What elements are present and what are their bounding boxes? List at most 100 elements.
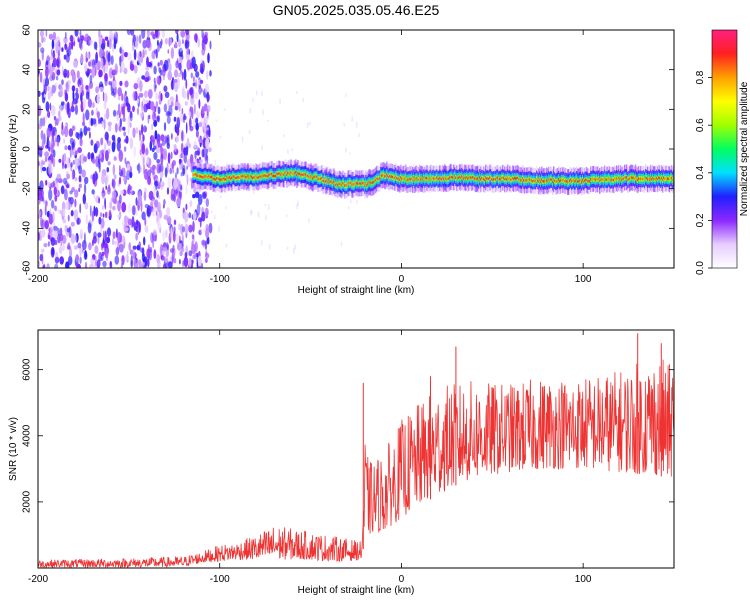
heatmap-cell xyxy=(151,123,154,131)
heatmap-cell xyxy=(151,209,157,217)
heatmap-cell xyxy=(118,95,121,101)
heatmap-ridge-cell xyxy=(195,172,197,176)
heatmap-cell xyxy=(186,174,189,186)
heatmap-ridge-cell xyxy=(226,175,228,178)
heatmap-cell xyxy=(123,146,127,152)
heatmap-ridge-cell xyxy=(407,178,409,181)
heatmap-ridge-cell xyxy=(454,174,456,177)
heatmap-ridge-cell xyxy=(347,182,349,185)
heatmap-cell xyxy=(165,110,171,117)
heatmap-cell xyxy=(100,223,103,234)
heatmap-cell xyxy=(194,191,200,199)
heatmap-cell xyxy=(211,210,213,214)
heatmap-cell xyxy=(173,257,177,264)
spectrogram-y-tick-label: -20 xyxy=(22,181,33,196)
heatmap-ridge-cell xyxy=(499,177,501,181)
heatmap-ridge-cell xyxy=(542,179,544,183)
heatmap-cell xyxy=(85,109,90,121)
spectrogram-y-tick-label: 20 xyxy=(22,103,33,115)
heatmap-cell xyxy=(126,251,129,261)
heatmap-ridge-cell xyxy=(245,176,247,179)
heatmap-cell xyxy=(93,231,97,240)
heatmap-cell xyxy=(129,63,135,71)
heatmap-ridge-cell xyxy=(330,180,332,183)
heatmap-cell xyxy=(89,117,92,127)
heatmap-cell xyxy=(74,164,78,171)
heatmap-ridge-cell xyxy=(672,178,674,182)
heatmap-cell xyxy=(356,121,358,128)
heatmap-ridge-cell xyxy=(202,176,204,179)
heatmap-ridge-cell xyxy=(639,177,641,180)
heatmap-cell xyxy=(177,72,182,78)
snr-peaks xyxy=(362,333,662,549)
heatmap-cell xyxy=(59,227,63,236)
snr-x-ticks: -200 -100 0 100 xyxy=(28,330,592,585)
heatmap-ridge-cell xyxy=(403,177,405,180)
heatmap-cell xyxy=(132,127,136,139)
heatmap-ridge-cell xyxy=(239,176,241,180)
heatmap-cell xyxy=(91,189,95,195)
heatmap-cell xyxy=(175,94,178,103)
heatmap-ridge-cell xyxy=(544,179,546,183)
heatmap-cell xyxy=(114,31,118,39)
heatmap-ridge-cell xyxy=(621,178,623,182)
heatmap-cell xyxy=(161,69,166,77)
heatmap-cell xyxy=(102,230,105,242)
heatmap-ridge-cell xyxy=(648,177,650,181)
heatmap-ridge-cell xyxy=(569,179,571,182)
heatmap-ridge-cell xyxy=(275,174,277,178)
heatmap-cell xyxy=(195,110,200,119)
heatmap-cell xyxy=(99,150,102,160)
heatmap-ridge-cell xyxy=(353,183,355,186)
heatmap-cell xyxy=(133,49,137,61)
heatmap-ridge-cell xyxy=(384,175,386,178)
heatmap-ridge-cell xyxy=(283,173,285,176)
heatmap-cell xyxy=(103,142,107,153)
heatmap-ridge-cell xyxy=(216,177,218,180)
heatmap-ridge-cell xyxy=(655,178,657,181)
heatmap-ridge-cell xyxy=(632,176,634,180)
heatmap-cell xyxy=(38,260,41,268)
heatmap-ridge-cell xyxy=(550,178,552,181)
heatmap-ridge-cell xyxy=(378,177,380,181)
heatmap-cell xyxy=(169,96,175,103)
heatmap-ridge-cell xyxy=(214,178,216,181)
heatmap-cell xyxy=(70,162,73,168)
heatmap-cell xyxy=(135,197,138,206)
heatmap-ridge-cell xyxy=(438,177,440,181)
heatmap-ridge-cell xyxy=(402,177,404,181)
heatmap-cell xyxy=(176,116,181,129)
heatmap-ridge-cell xyxy=(536,177,538,181)
heatmap-cell xyxy=(197,255,202,267)
heatmap-cell xyxy=(185,203,188,211)
heatmap-cell xyxy=(187,89,190,101)
heatmap-ridge-cell xyxy=(608,177,610,180)
heatmap-cell xyxy=(75,131,79,139)
heatmap-ridge-cell xyxy=(313,175,315,179)
heatmap-cell xyxy=(185,79,188,89)
heatmap-ridge-cell xyxy=(458,176,460,179)
heatmap-ridge-cell xyxy=(504,178,506,181)
heatmap-cell xyxy=(61,65,64,76)
heatmap-cell xyxy=(41,36,44,44)
heatmap-cell xyxy=(167,70,172,81)
heatmap-ridge-cell xyxy=(368,181,370,184)
heatmap-ridge-cell xyxy=(194,173,196,176)
heatmap-cell xyxy=(164,37,168,45)
heatmap-ridge-cell xyxy=(473,176,475,179)
heatmap-ridge-cell xyxy=(237,175,239,179)
heatmap-cell xyxy=(161,30,166,39)
heatmap-cell xyxy=(204,36,208,45)
heatmap-cell xyxy=(90,139,94,146)
heatmap-ridge-cell xyxy=(468,176,470,180)
heatmap-cell xyxy=(153,184,156,197)
heatmap-cell xyxy=(60,185,65,195)
heatmap-ridge-cell xyxy=(234,176,236,180)
heatmap-cell xyxy=(54,256,60,264)
heatmap-cell xyxy=(160,134,165,142)
heatmap-cell xyxy=(119,117,123,128)
heatmap-cell xyxy=(43,263,46,268)
heatmap-cell xyxy=(142,156,145,167)
heatmap-ridge-cell xyxy=(436,176,438,179)
heatmap-cell xyxy=(205,250,208,257)
